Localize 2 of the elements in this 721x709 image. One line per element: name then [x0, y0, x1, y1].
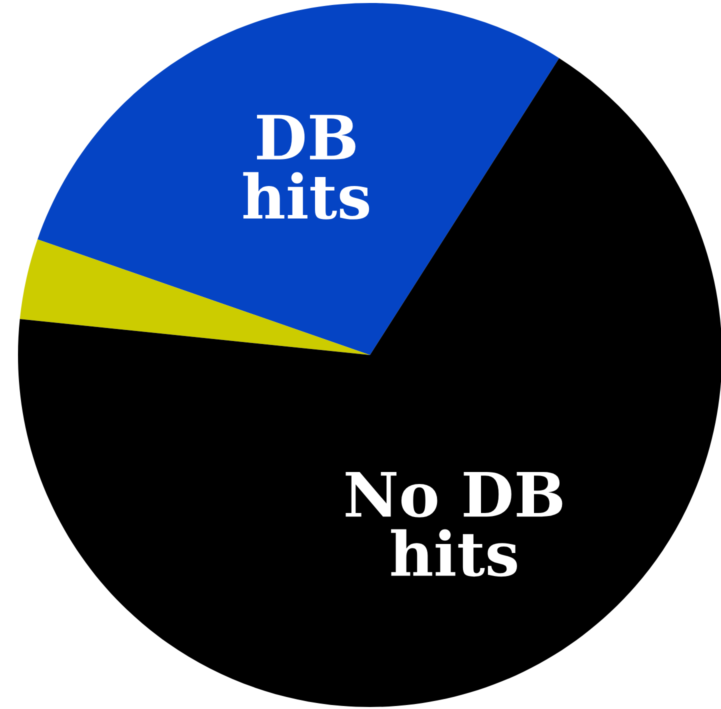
- slice-label: DB hits: [243, 114, 370, 220]
- slice-label: No DB hits: [346, 472, 562, 577]
